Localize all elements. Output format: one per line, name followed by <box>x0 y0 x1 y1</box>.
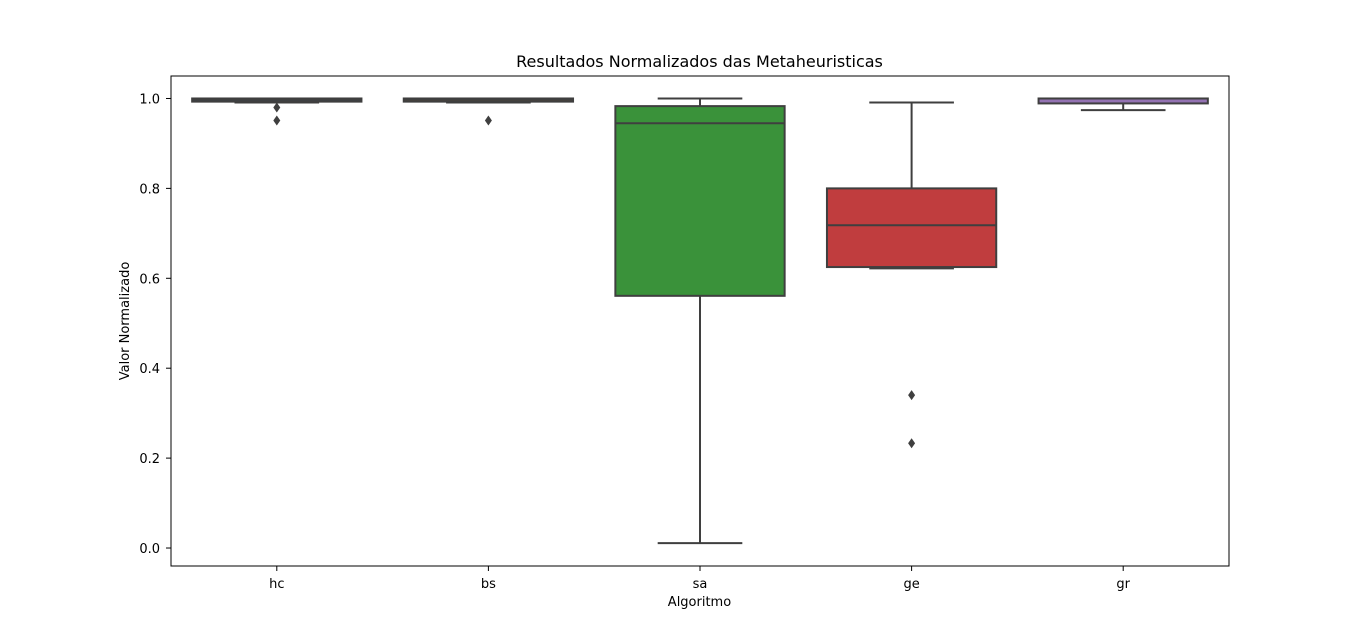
x-tick-label-bs: bs <box>481 577 496 592</box>
y-axis: 0.0 0.2 0.4 0.6 0.8 1.0 <box>139 92 171 557</box>
y-tick-label: 0.8 <box>139 182 160 197</box>
outlier-ge-0 <box>908 390 916 401</box>
chart-title: Resultados Normalizados das Metaheuristi… <box>516 52 883 71</box>
x-tick-label-hc: hc <box>269 577 284 592</box>
box-ge <box>825 187 998 269</box>
outlier-hc-0 <box>273 102 281 113</box>
x-axis: hc bs sa ge gr <box>269 566 1131 592</box>
box-group-hc <box>191 97 363 126</box>
plot-area <box>191 97 1209 545</box>
box-group-sa <box>614 97 786 545</box>
outlier-bs-0 <box>484 115 492 126</box>
x-tick-label-gr: gr <box>1116 577 1130 592</box>
y-tick-label: 0.6 <box>139 272 160 287</box>
box-group-gr <box>1037 97 1209 112</box>
y-tick-label: 0.2 <box>139 452 160 467</box>
x-tick-label-sa: sa <box>693 577 708 592</box>
x-axis-label: Algoritmo <box>668 595 731 610</box>
x-tick-label-ge: ge <box>903 577 919 592</box>
box-group-bs <box>402 97 575 126</box>
y-tick-label: 0.4 <box>139 362 160 377</box>
y-axis-label: Valor Normalizado <box>118 262 133 381</box>
box-sa <box>614 105 786 297</box>
outlier-hc-1 <box>273 115 281 126</box>
outlier-ge-1 <box>908 438 916 449</box>
box-group-ge <box>825 101 998 449</box>
y-tick-label: 0.0 <box>139 542 160 557</box>
y-tick-label: 1.0 <box>139 92 160 107</box>
